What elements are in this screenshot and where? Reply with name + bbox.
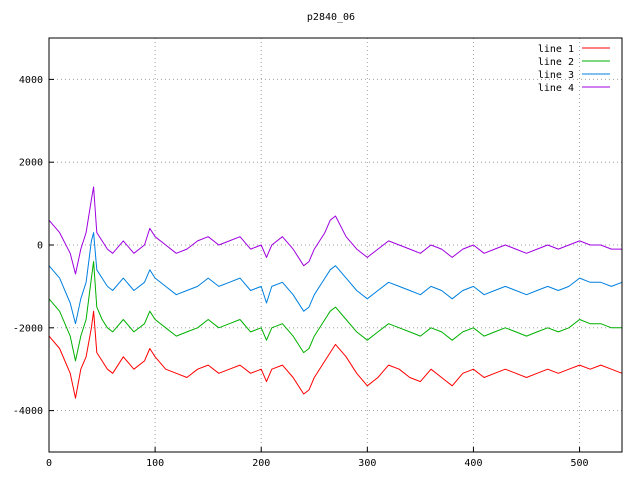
x-tick-label: 500 xyxy=(571,458,589,469)
x-tick-label: 100 xyxy=(146,458,164,469)
axis-ticks: 0 100 200 300 400 500 -4000 -2000 0 2000 4000 xyxy=(13,75,589,469)
grid xyxy=(48,38,622,452)
series-line-2 xyxy=(48,261,622,362)
y-tick-label: -2000 xyxy=(13,323,43,334)
x-tick-label: 400 xyxy=(464,458,482,469)
legend-label: line 1 xyxy=(538,44,574,55)
series-line-3 xyxy=(48,232,623,325)
x-tick-label: 200 xyxy=(252,458,270,469)
legend-label: line 3 xyxy=(538,70,574,81)
series-line-4 xyxy=(48,186,622,275)
y-tick-label: 2000 xyxy=(19,158,43,169)
y-tick-label: 0 xyxy=(37,241,43,252)
x-tick-label: 0 xyxy=(46,458,52,469)
y-tick-label: 4000 xyxy=(19,75,43,86)
legend-label: line 4 xyxy=(538,83,574,94)
y-tick-label: -4000 xyxy=(13,406,43,417)
legend-label: line 2 xyxy=(538,57,574,68)
chart-title: p2840_06 xyxy=(307,12,355,23)
x-tick-label: 300 xyxy=(358,458,376,469)
plot-frame xyxy=(48,37,623,453)
series-layer xyxy=(48,186,623,399)
legend: line 1 line 2 line 3 line 4 xyxy=(538,44,610,94)
series-line-1 xyxy=(48,310,623,399)
